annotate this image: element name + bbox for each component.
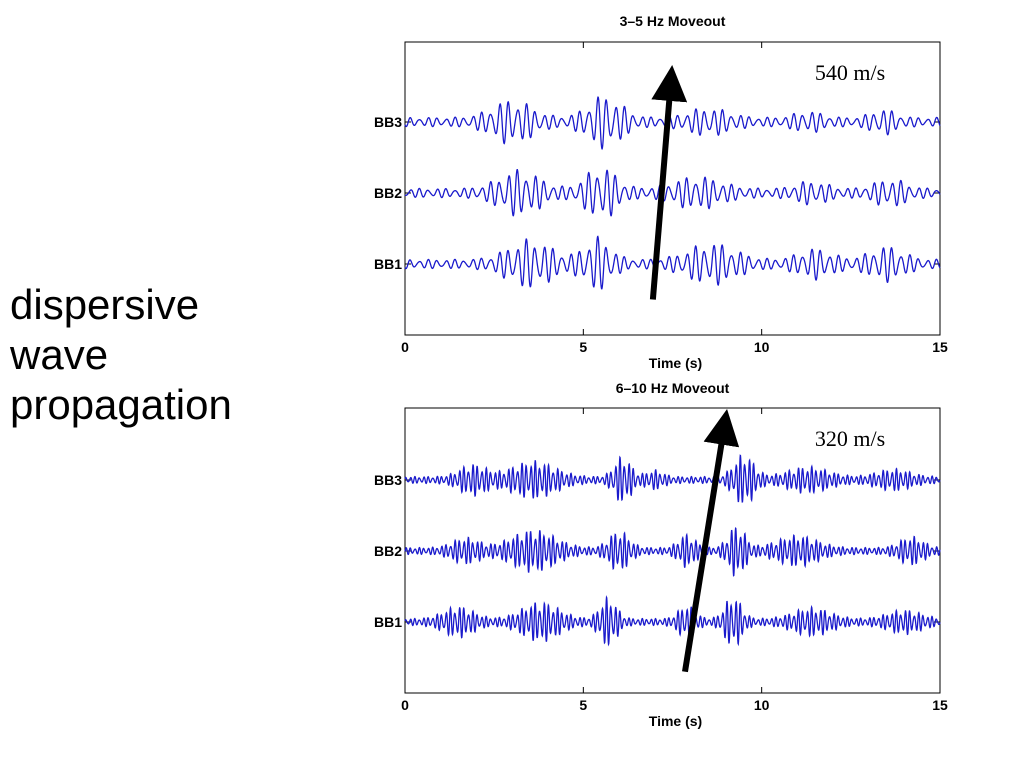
station-label: BB2	[374, 185, 402, 201]
x-tick-label: 10	[754, 339, 770, 355]
waveform-trace	[404, 454, 941, 503]
x-axis-label: Time (s)	[649, 713, 702, 729]
station-label: BB3	[374, 114, 402, 130]
x-tick-label: 10	[754, 697, 770, 713]
waveform-trace	[404, 235, 941, 290]
waveform-trace	[404, 527, 941, 577]
x-tick-label: 5	[579, 697, 587, 713]
x-axis-label: Time (s)	[649, 355, 702, 371]
chart-panel: 3–5 Hz Moveout 0 5 10 15 Time (s) BB3 BB2 BB1 540…	[374, 13, 948, 371]
slide-text-line: propagation	[10, 381, 232, 428]
station-label: BB1	[374, 256, 402, 272]
station-label: BB3	[374, 472, 402, 488]
station-label: BB1	[374, 614, 402, 630]
slide-text-line: wave	[10, 331, 109, 378]
chart-title: 3–5 Hz Moveout	[620, 13, 726, 29]
moveout-arrow	[649, 65, 688, 300]
slide-body-text: dispersive wave propagation	[10, 280, 330, 430]
x-tick-label: 5	[579, 339, 587, 355]
waveform-trace	[404, 595, 941, 647]
chart-title: 6–10 Hz Moveout	[616, 380, 730, 396]
station-label: BB2	[374, 543, 402, 559]
x-tick-label: 0	[401, 697, 409, 713]
waveform-trace	[404, 169, 941, 217]
x-tick-label: 15	[932, 339, 948, 355]
velocity-annotation: 320 m/s	[815, 426, 885, 451]
x-tick-label: 0	[401, 339, 409, 355]
x-tick-label: 15	[932, 697, 948, 713]
chart-panel: 6–10 Hz Moveout 0 5 10 15 Time (s) BB3 BB2 BB1 32…	[374, 380, 948, 729]
velocity-annotation: 540 m/s	[815, 60, 885, 85]
waveform-trace	[404, 95, 941, 151]
slide-text-line: dispersive	[10, 281, 200, 328]
moveout-arrow	[682, 408, 740, 673]
